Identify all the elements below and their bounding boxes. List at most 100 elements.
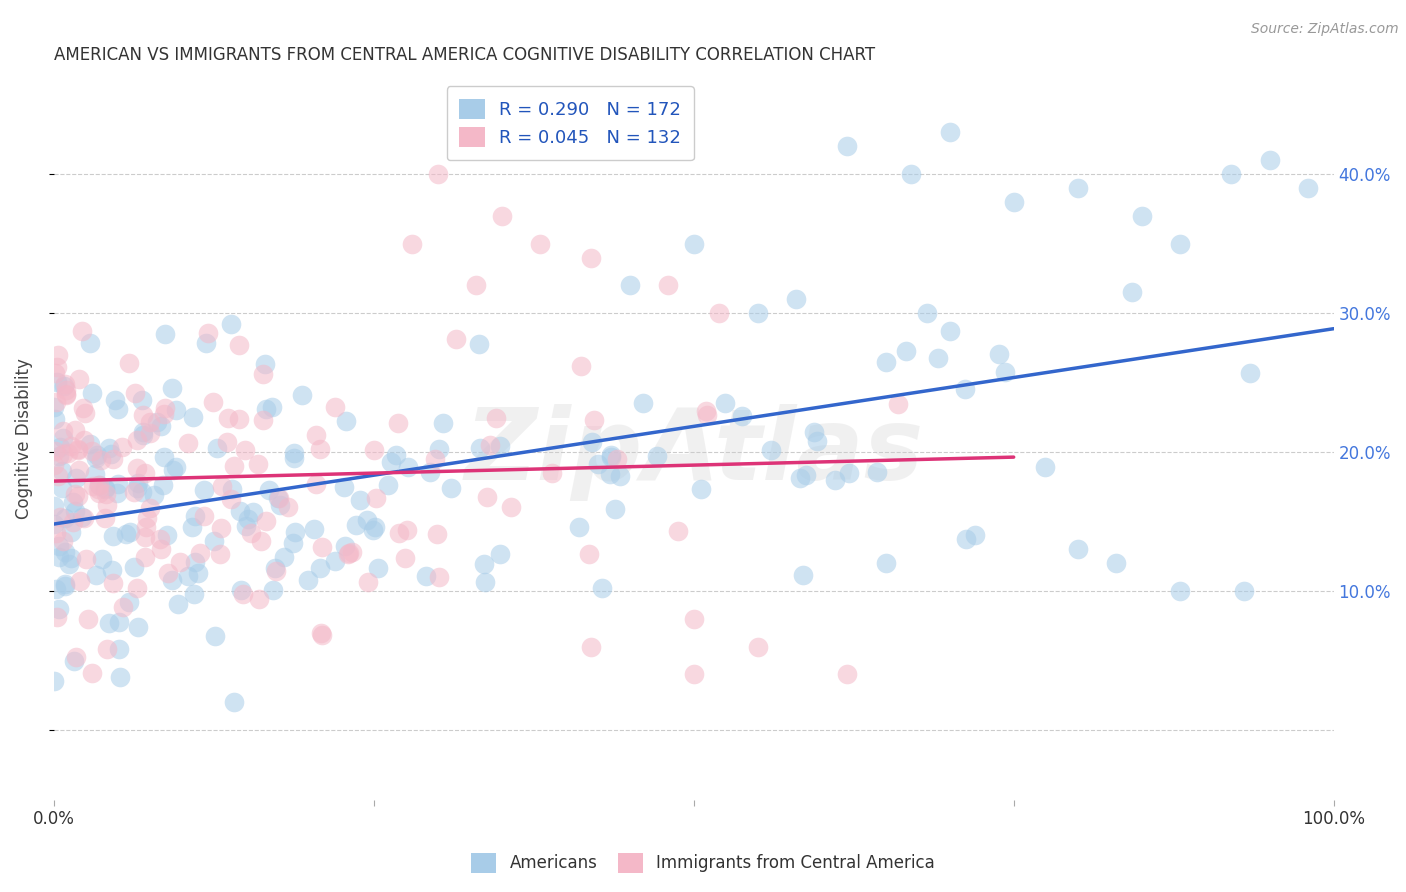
Point [233, 443, 256, 458]
Point [364, 520, 387, 534]
Point [427, 570, 450, 584]
Point [283, 446, 305, 460]
Point [100, 446, 122, 460]
Point [131, 425, 153, 439]
Point [792, 568, 814, 582]
Point [501, 500, 523, 514]
Point [55, 387, 77, 401]
Point [803, 425, 825, 439]
Y-axis label: Cognitive Disability: Cognitive Disability [15, 358, 32, 518]
Point [401, 236, 423, 251]
Point [69, 574, 91, 588]
Point [281, 536, 304, 550]
Point [44, 412, 66, 426]
Point [115, 527, 138, 541]
Point [53, 511, 76, 525]
Point [211, 478, 233, 492]
Point [127, 475, 149, 490]
Point [176, 569, 198, 583]
Point [205, 442, 228, 456]
Point [955, 532, 977, 546]
Point [111, 440, 134, 454]
Point [180, 519, 202, 533]
Point [357, 575, 380, 590]
Point [583, 413, 606, 427]
Point [837, 667, 859, 681]
Point [645, 449, 668, 463]
Point [107, 476, 129, 491]
Point [48, 468, 70, 483]
Point [465, 278, 488, 293]
Point [66, 442, 89, 456]
Point [52, 431, 75, 445]
Point [105, 486, 128, 500]
Point [72, 509, 94, 524]
Point [219, 318, 242, 332]
Point [239, 526, 262, 541]
Point [152, 478, 174, 492]
Point [107, 642, 129, 657]
Point [695, 404, 717, 418]
Point [183, 586, 205, 600]
Point [395, 524, 418, 538]
Point [254, 357, 277, 371]
Legend: R = 0.290   N = 172, R = 0.045   N = 132: R = 0.290 N = 172, R = 0.045 N = 132 [447, 86, 693, 161]
Point [599, 449, 621, 463]
Point [184, 508, 207, 523]
Point [1066, 181, 1088, 195]
Point [311, 626, 333, 640]
Point [160, 382, 183, 396]
Point [169, 555, 191, 569]
Point [581, 640, 603, 654]
Point [606, 452, 628, 467]
Point [131, 392, 153, 407]
Point [101, 563, 124, 577]
Point [149, 532, 172, 546]
Point [367, 561, 389, 575]
Point [139, 500, 162, 515]
Point [806, 434, 828, 448]
Point [53, 545, 76, 559]
Point [84, 568, 107, 582]
Point [44, 366, 66, 380]
Point [51, 464, 73, 478]
Point [599, 467, 621, 481]
Point [361, 524, 384, 538]
Point [333, 540, 356, 554]
Point [540, 466, 562, 480]
Point [709, 306, 731, 320]
Point [65, 649, 87, 664]
Point [193, 483, 215, 497]
Point [86, 448, 108, 462]
Point [747, 306, 769, 320]
Point [927, 351, 949, 365]
Point [1233, 584, 1256, 599]
Point [747, 640, 769, 654]
Point [682, 612, 704, 626]
Point [340, 545, 363, 559]
Point [67, 372, 90, 386]
Point [254, 401, 277, 416]
Point [101, 529, 124, 543]
Point [79, 437, 101, 451]
Point [323, 400, 346, 414]
Point [219, 492, 242, 507]
Point [112, 600, 135, 615]
Point [432, 417, 454, 431]
Point [824, 473, 846, 487]
Point [311, 541, 333, 555]
Point [426, 167, 449, 181]
Point [222, 695, 245, 709]
Point [183, 555, 205, 569]
Point [1105, 556, 1128, 570]
Point [263, 561, 285, 575]
Point [915, 306, 938, 320]
Point [569, 359, 592, 373]
Point [127, 434, 149, 448]
Point [491, 209, 513, 223]
Point [236, 511, 259, 525]
Point [682, 236, 704, 251]
Point [131, 484, 153, 499]
Point [444, 332, 467, 346]
Point [104, 392, 127, 407]
